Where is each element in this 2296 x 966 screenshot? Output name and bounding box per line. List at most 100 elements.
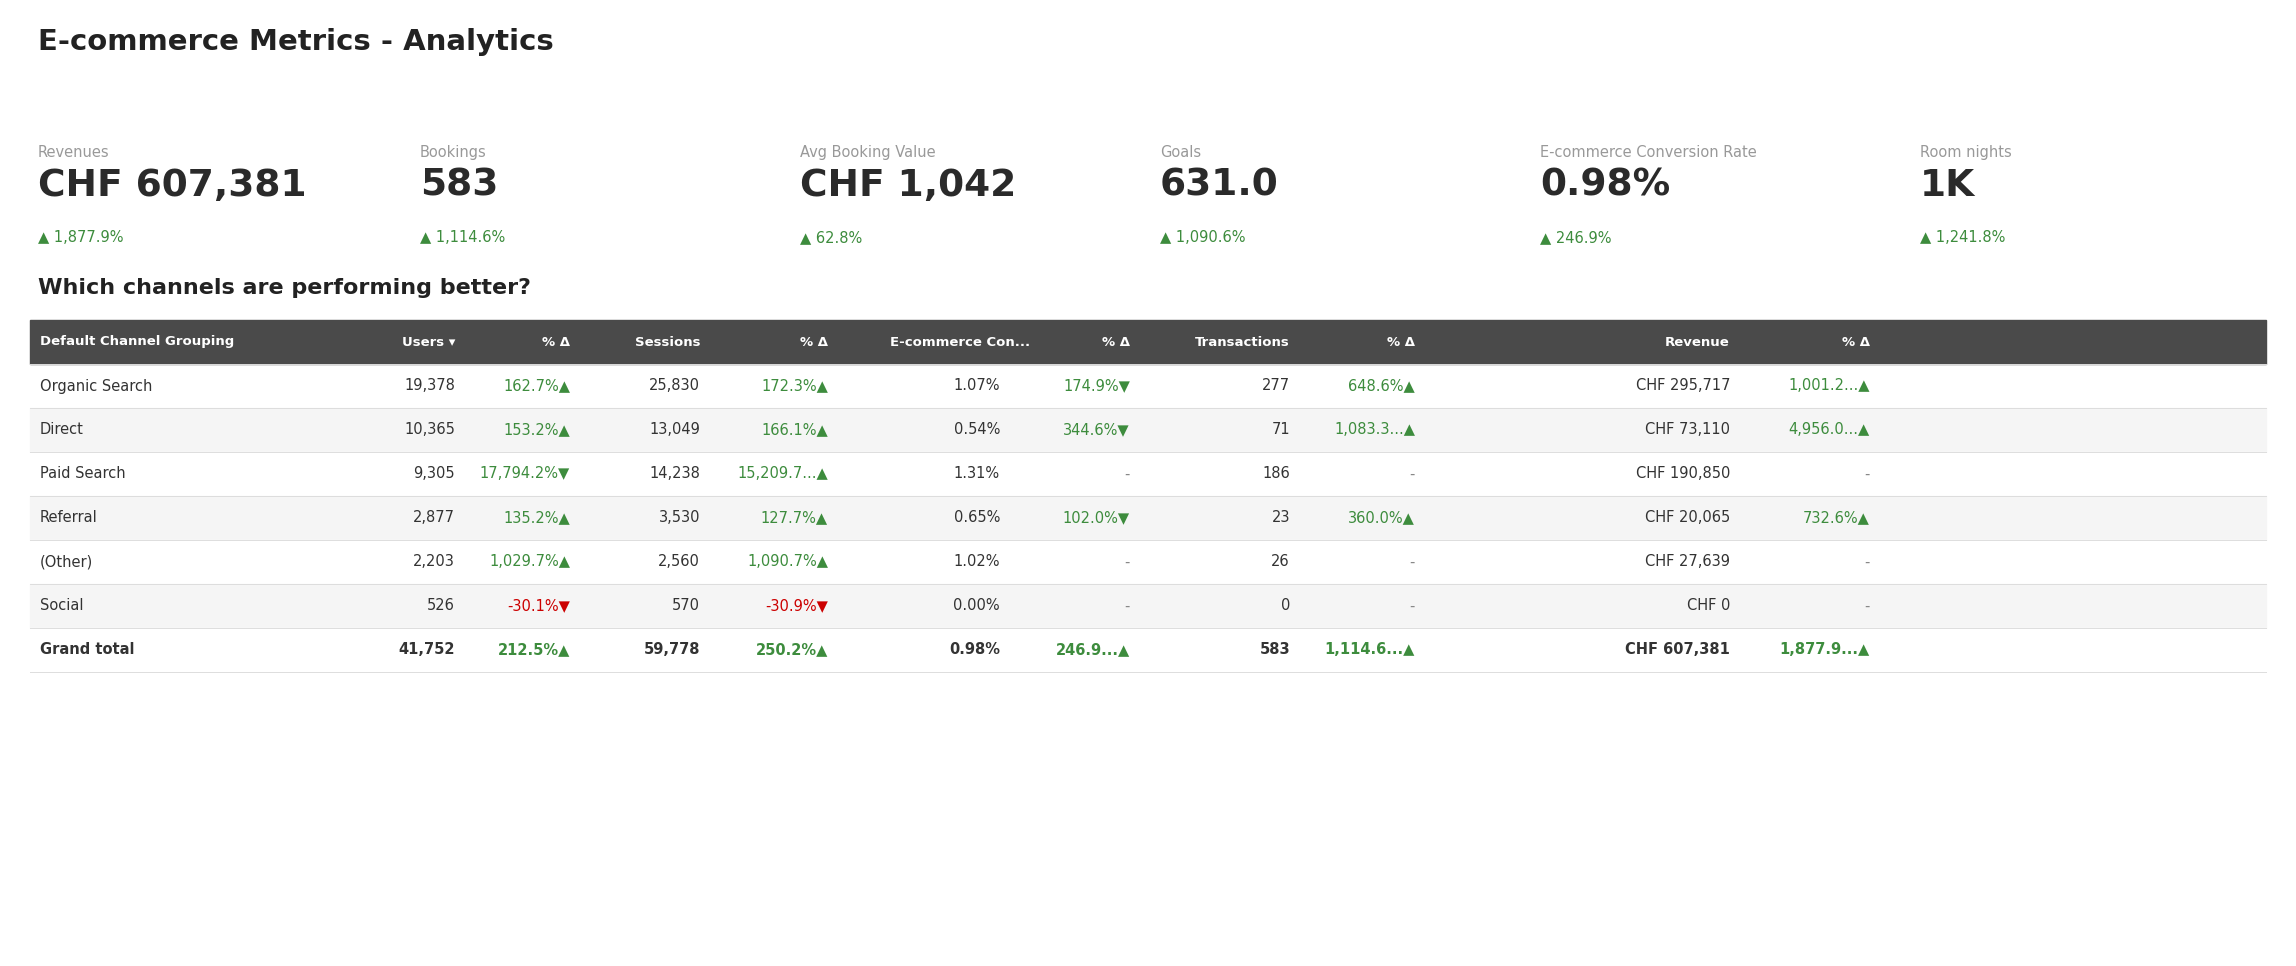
Text: Goals: Goals bbox=[1159, 145, 1201, 160]
Text: 4,956.0...▲: 4,956.0...▲ bbox=[1789, 422, 1869, 438]
Text: -: - bbox=[1864, 467, 1869, 481]
Text: 360.0%▲: 360.0%▲ bbox=[1348, 510, 1414, 526]
Text: 166.1%▲: 166.1%▲ bbox=[762, 422, 829, 438]
Text: CHF 1,042: CHF 1,042 bbox=[799, 168, 1017, 204]
Text: -: - bbox=[1864, 599, 1869, 613]
Text: 15,209.7...▲: 15,209.7...▲ bbox=[737, 467, 829, 481]
Text: 10,365: 10,365 bbox=[404, 422, 455, 438]
Text: 3,530: 3,530 bbox=[659, 510, 700, 526]
Bar bbox=[30, 540, 2266, 584]
Text: 277: 277 bbox=[1263, 379, 1290, 393]
Text: 0.00%: 0.00% bbox=[953, 599, 1001, 613]
Text: -: - bbox=[1125, 467, 1130, 481]
Text: 1,877.9...▲: 1,877.9...▲ bbox=[1779, 642, 1869, 658]
Text: 2,203: 2,203 bbox=[413, 554, 455, 570]
Text: ▲ 1,241.8%: ▲ 1,241.8% bbox=[1919, 230, 2004, 245]
Text: 2,877: 2,877 bbox=[413, 510, 455, 526]
Text: Which channels are performing better?: Which channels are performing better? bbox=[39, 278, 530, 298]
Text: 0: 0 bbox=[1281, 599, 1290, 613]
Bar bbox=[30, 496, 2266, 540]
Text: ▲ 1,090.6%: ▲ 1,090.6% bbox=[1159, 230, 1244, 245]
Text: -: - bbox=[1864, 554, 1869, 570]
Text: 1,090.7%▲: 1,090.7%▲ bbox=[746, 554, 829, 570]
Text: Grand total: Grand total bbox=[39, 642, 135, 658]
Text: Users ▾: Users ▾ bbox=[402, 335, 455, 349]
Text: 127.7%▲: 127.7%▲ bbox=[760, 510, 829, 526]
Text: 212.5%▲: 212.5%▲ bbox=[498, 642, 569, 658]
Bar bbox=[30, 452, 2266, 496]
Bar bbox=[30, 364, 2266, 408]
Text: Transactions: Transactions bbox=[1196, 335, 1290, 349]
Text: Paid Search: Paid Search bbox=[39, 467, 126, 481]
Text: Sessions: Sessions bbox=[634, 335, 700, 349]
Text: % Δ: % Δ bbox=[1387, 335, 1414, 349]
Text: -30.1%▼: -30.1%▼ bbox=[507, 599, 569, 613]
Bar bbox=[30, 320, 2266, 364]
Text: Revenues: Revenues bbox=[39, 145, 110, 160]
Text: 172.3%▲: 172.3%▲ bbox=[762, 379, 829, 393]
Text: % Δ: % Δ bbox=[799, 335, 829, 349]
Bar bbox=[30, 628, 2266, 672]
Text: 153.2%▲: 153.2%▲ bbox=[503, 422, 569, 438]
Text: 0.98%: 0.98% bbox=[948, 642, 1001, 658]
Text: 23: 23 bbox=[1272, 510, 1290, 526]
Text: Bookings: Bookings bbox=[420, 145, 487, 160]
Text: 1,001.2...▲: 1,001.2...▲ bbox=[1789, 379, 1869, 393]
Text: -: - bbox=[1125, 554, 1130, 570]
Text: % Δ: % Δ bbox=[1841, 335, 1869, 349]
Text: ▲ 246.9%: ▲ 246.9% bbox=[1541, 230, 1612, 245]
Text: Organic Search: Organic Search bbox=[39, 379, 152, 393]
Text: 583: 583 bbox=[420, 168, 498, 204]
Text: 19,378: 19,378 bbox=[404, 379, 455, 393]
Text: 13,049: 13,049 bbox=[650, 422, 700, 438]
Text: 250.2%▲: 250.2%▲ bbox=[755, 642, 829, 658]
Text: 732.6%▲: 732.6%▲ bbox=[1802, 510, 1869, 526]
Text: 583: 583 bbox=[1261, 642, 1290, 658]
Text: 1.02%: 1.02% bbox=[953, 554, 1001, 570]
Text: 1,114.6...▲: 1,114.6...▲ bbox=[1325, 642, 1414, 658]
Text: -: - bbox=[1410, 599, 1414, 613]
Text: 526: 526 bbox=[427, 599, 455, 613]
Text: E-commerce Con...: E-commerce Con... bbox=[891, 335, 1031, 349]
Text: Room nights: Room nights bbox=[1919, 145, 2011, 160]
Text: CHF 0: CHF 0 bbox=[1688, 599, 1729, 613]
Text: 41,752: 41,752 bbox=[400, 642, 455, 658]
Text: 1,029.7%▲: 1,029.7%▲ bbox=[489, 554, 569, 570]
Text: -: - bbox=[1410, 554, 1414, 570]
Text: 0.65%: 0.65% bbox=[953, 510, 1001, 526]
Text: Direct: Direct bbox=[39, 422, 85, 438]
Text: 1.31%: 1.31% bbox=[953, 467, 1001, 481]
Text: CHF 27,639: CHF 27,639 bbox=[1644, 554, 1729, 570]
Bar bbox=[30, 584, 2266, 628]
Text: 135.2%▲: 135.2%▲ bbox=[503, 510, 569, 526]
Text: -: - bbox=[1125, 599, 1130, 613]
Text: -: - bbox=[1410, 467, 1414, 481]
Text: ▲ 1,114.6%: ▲ 1,114.6% bbox=[420, 230, 505, 245]
Text: 0.98%: 0.98% bbox=[1541, 168, 1669, 204]
Text: -30.9%▼: -30.9%▼ bbox=[765, 599, 829, 613]
Text: Default Channel Grouping: Default Channel Grouping bbox=[39, 335, 234, 349]
Text: 648.6%▲: 648.6%▲ bbox=[1348, 379, 1414, 393]
Text: Referral: Referral bbox=[39, 510, 99, 526]
Text: CHF 607,381: CHF 607,381 bbox=[1626, 642, 1729, 658]
Text: Revenue: Revenue bbox=[1665, 335, 1729, 349]
Text: ▲ 1,877.9%: ▲ 1,877.9% bbox=[39, 230, 124, 245]
Text: 0.54%: 0.54% bbox=[953, 422, 1001, 438]
Text: 25,830: 25,830 bbox=[650, 379, 700, 393]
Text: ▲ 62.8%: ▲ 62.8% bbox=[799, 230, 863, 245]
Text: 1K: 1K bbox=[1919, 168, 1975, 204]
Text: 59,778: 59,778 bbox=[643, 642, 700, 658]
Text: 26: 26 bbox=[1272, 554, 1290, 570]
Text: 2,560: 2,560 bbox=[659, 554, 700, 570]
Text: (Other): (Other) bbox=[39, 554, 94, 570]
Text: Social: Social bbox=[39, 599, 83, 613]
Text: CHF 607,381: CHF 607,381 bbox=[39, 168, 308, 204]
Text: 71: 71 bbox=[1272, 422, 1290, 438]
Text: 174.9%▼: 174.9%▼ bbox=[1063, 379, 1130, 393]
Text: 570: 570 bbox=[673, 599, 700, 613]
Text: Avg Booking Value: Avg Booking Value bbox=[799, 145, 937, 160]
Text: 186: 186 bbox=[1263, 467, 1290, 481]
Text: 162.7%▲: 162.7%▲ bbox=[503, 379, 569, 393]
Text: E-commerce Metrics - Analytics: E-commerce Metrics - Analytics bbox=[39, 28, 553, 56]
Text: 344.6%▼: 344.6%▼ bbox=[1063, 422, 1130, 438]
